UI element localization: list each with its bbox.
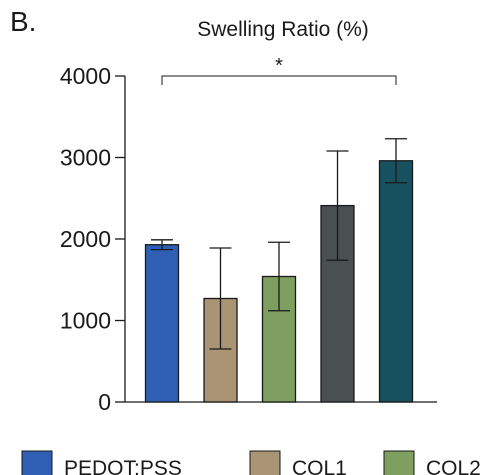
chart-title: Swelling Ratio (%) bbox=[197, 18, 369, 41]
significance-bracket bbox=[161, 75, 397, 85]
legend-swatch bbox=[249, 450, 281, 475]
y-tick-label: 1000 bbox=[60, 308, 111, 334]
legend-label: COL2 bbox=[426, 457, 481, 475]
bar bbox=[144, 244, 180, 403]
legend-swatch bbox=[21, 450, 53, 475]
legend-label: PEDOT:PSS bbox=[64, 457, 182, 475]
y-tick-label: 3000 bbox=[60, 145, 111, 171]
y-tick-label: 2000 bbox=[60, 226, 111, 252]
bar bbox=[203, 297, 238, 403]
legend-label: COL1 bbox=[292, 457, 347, 475]
significance-label: * bbox=[275, 55, 283, 77]
panel-label: B. bbox=[10, 6, 37, 37]
y-tick-label: 4000 bbox=[60, 63, 111, 89]
legend-swatch bbox=[383, 450, 415, 475]
y-tick-label: 0 bbox=[98, 389, 111, 415]
bar bbox=[378, 160, 414, 403]
